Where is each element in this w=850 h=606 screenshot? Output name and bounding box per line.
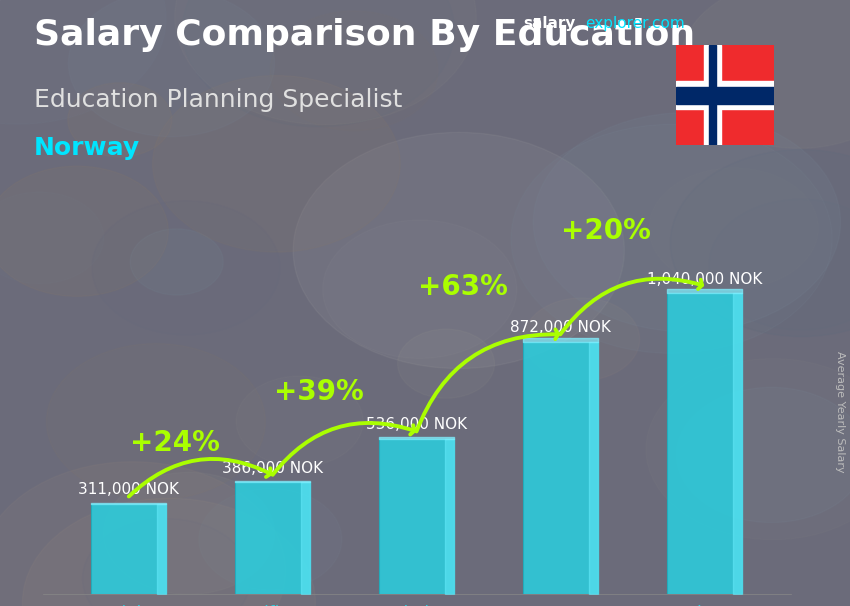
Bar bbox=[379, 439, 454, 594]
Text: Average Yearly Salary: Average Yearly Salary bbox=[835, 351, 845, 473]
Text: Education Planning Specialist: Education Planning Specialist bbox=[34, 88, 402, 112]
Circle shape bbox=[92, 201, 280, 335]
Circle shape bbox=[323, 220, 517, 358]
Bar bbox=[523, 342, 598, 594]
Circle shape bbox=[0, 462, 286, 606]
Text: Salary Comparison By Education: Salary Comparison By Education bbox=[34, 18, 695, 52]
Bar bbox=[676, 87, 774, 104]
Circle shape bbox=[183, 0, 454, 127]
Text: +20%: +20% bbox=[562, 216, 651, 245]
Circle shape bbox=[671, 150, 850, 336]
Circle shape bbox=[130, 229, 224, 295]
Bar bbox=[704, 45, 721, 145]
Text: 1,040,000 NOK: 1,040,000 NOK bbox=[647, 271, 762, 287]
Circle shape bbox=[175, 0, 476, 125]
Circle shape bbox=[68, 0, 275, 137]
Circle shape bbox=[0, 166, 168, 296]
Text: 872,000 NOK: 872,000 NOK bbox=[510, 320, 611, 335]
Text: +39%: +39% bbox=[274, 378, 364, 406]
Circle shape bbox=[236, 376, 363, 467]
Circle shape bbox=[524, 298, 640, 381]
Circle shape bbox=[649, 168, 819, 288]
Circle shape bbox=[82, 519, 251, 606]
Circle shape bbox=[0, 0, 166, 124]
Circle shape bbox=[22, 498, 315, 606]
Circle shape bbox=[153, 76, 400, 252]
Text: 386,000 NOK: 386,000 NOK bbox=[222, 461, 323, 476]
Bar bbox=[676, 81, 774, 110]
Bar bbox=[666, 293, 741, 594]
Circle shape bbox=[646, 359, 850, 540]
Text: salary: salary bbox=[523, 16, 575, 32]
Circle shape bbox=[199, 488, 342, 590]
Text: 536,000 NOK: 536,000 NOK bbox=[366, 417, 467, 432]
Bar bbox=[235, 482, 310, 594]
Circle shape bbox=[677, 387, 850, 522]
Circle shape bbox=[398, 329, 495, 398]
Circle shape bbox=[709, 199, 850, 330]
Text: explorer.com: explorer.com bbox=[585, 16, 684, 32]
Circle shape bbox=[293, 132, 624, 368]
Text: +24%: +24% bbox=[130, 429, 220, 458]
Circle shape bbox=[47, 344, 265, 499]
Circle shape bbox=[103, 472, 275, 594]
Circle shape bbox=[533, 113, 841, 331]
Text: 311,000 NOK: 311,000 NOK bbox=[78, 482, 179, 498]
Circle shape bbox=[270, 11, 438, 130]
Circle shape bbox=[0, 192, 104, 284]
Text: +63%: +63% bbox=[417, 273, 507, 301]
Circle shape bbox=[511, 124, 832, 353]
Text: Norway: Norway bbox=[34, 136, 140, 161]
Bar bbox=[92, 504, 167, 594]
Circle shape bbox=[68, 83, 172, 157]
Bar bbox=[710, 45, 716, 145]
Circle shape bbox=[680, 0, 850, 148]
